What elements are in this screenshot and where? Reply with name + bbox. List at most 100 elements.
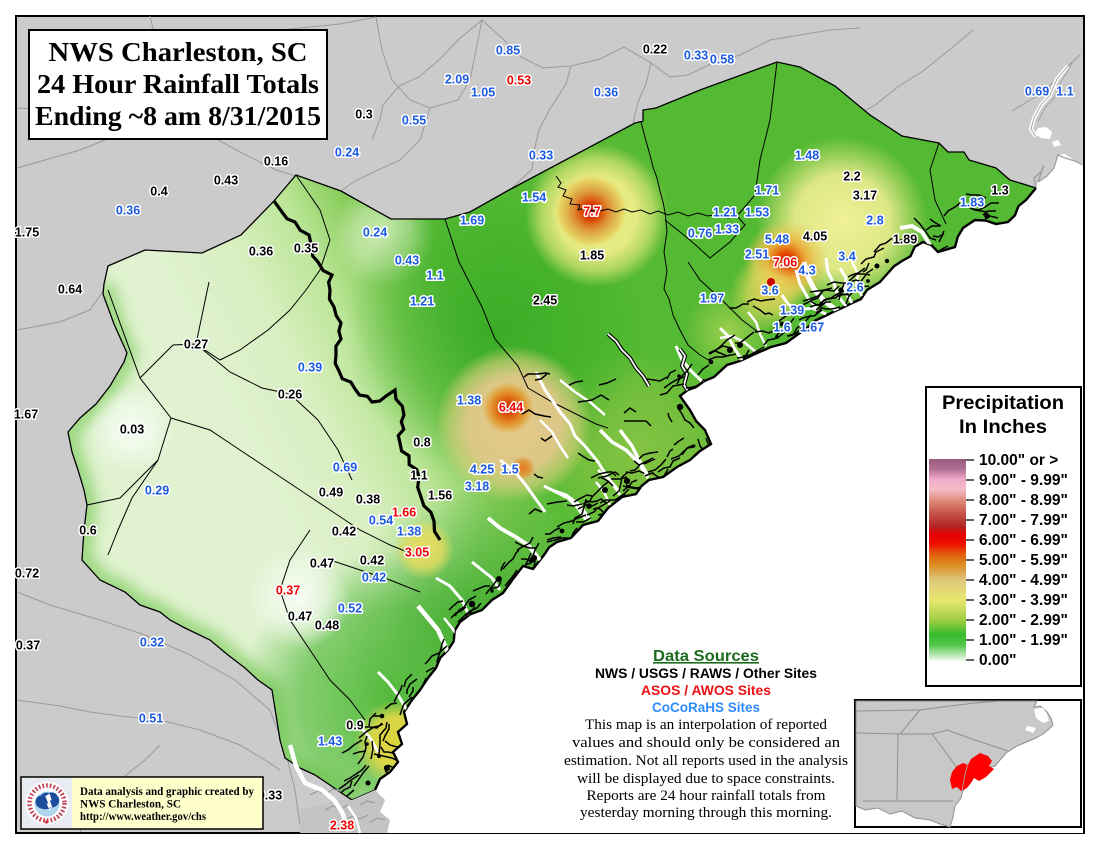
svg-text:0.33: 0.33: [529, 149, 553, 163]
svg-text:2.2: 2.2: [843, 170, 860, 184]
svg-text:0.37: 0.37: [276, 584, 300, 598]
svg-text:4.3: 4.3: [798, 264, 815, 278]
svg-text:0.03: 0.03: [120, 423, 144, 437]
svg-text:1.6: 1.6: [773, 321, 790, 335]
svg-text:0.32: 0.32: [140, 636, 164, 650]
svg-text:10.00" or >: 10.00" or >: [979, 452, 1058, 469]
svg-text:1.97: 1.97: [700, 292, 724, 306]
svg-text:ASOS / AWOS Sites: ASOS / AWOS Sites: [641, 683, 771, 698]
svg-text:0.8: 0.8: [413, 436, 430, 450]
svg-text:0.39: 0.39: [298, 361, 322, 375]
svg-text:estimation. Not all reports us: estimation. Not all reports used in the …: [564, 753, 848, 769]
svg-text:0.9: 0.9: [346, 719, 363, 733]
svg-text:3.17: 3.17: [853, 189, 877, 203]
svg-text:0.69: 0.69: [333, 461, 357, 475]
svg-text:NWS Charleston, SC: NWS Charleston, SC: [80, 797, 181, 811]
svg-text:3.4: 3.4: [838, 250, 855, 264]
svg-text:0.47: 0.47: [288, 610, 312, 624]
svg-text:9.00" - 9.99": 9.00" - 9.99": [979, 472, 1068, 489]
svg-text:1.67: 1.67: [800, 321, 824, 335]
svg-text:3.00" - 3.99": 3.00" - 3.99": [979, 592, 1068, 609]
svg-text:0.35: 0.35: [294, 242, 318, 256]
svg-text:1.53: 1.53: [745, 206, 769, 220]
svg-text:2.51: 2.51: [745, 248, 769, 262]
svg-text:2.45: 2.45: [533, 294, 557, 308]
svg-text:7.7: 7.7: [583, 205, 600, 219]
svg-text:0.55: 0.55: [402, 114, 426, 128]
svg-text:0.85: 0.85: [496, 44, 520, 58]
svg-text:1.75: 1.75: [15, 226, 39, 240]
svg-text:5.48: 5.48: [765, 233, 789, 247]
svg-text:Precipitation: Precipitation: [942, 393, 1064, 414]
svg-text:1.66: 1.66: [392, 506, 416, 520]
svg-text:0.29: 0.29: [145, 484, 169, 498]
svg-text:NWS Charleston, SC: NWS Charleston, SC: [49, 37, 308, 67]
svg-text:This map is an interpolation o: This map is an interpolation of reported: [585, 717, 827, 733]
svg-text:0.48: 0.48: [315, 619, 339, 633]
svg-text:0.3: 0.3: [355, 108, 372, 122]
svg-text:2.00" - 2.99": 2.00" - 2.99": [979, 612, 1068, 629]
svg-text:6.44: 6.44: [499, 401, 523, 415]
svg-text:2.38: 2.38: [330, 819, 354, 833]
svg-text:1.56: 1.56: [428, 489, 452, 503]
svg-text:0.38: 0.38: [356, 493, 380, 507]
svg-text:0.24: 0.24: [363, 226, 387, 240]
svg-text:values and should only be cons: values and should only be considered an: [572, 735, 841, 751]
svg-text:7.00" - 7.99": 7.00" - 7.99": [979, 512, 1068, 529]
svg-text:1.00" - 1.99": 1.00" - 1.99": [979, 632, 1068, 649]
svg-text:0.72: 0.72: [15, 567, 39, 581]
svg-text:0.27: 0.27: [184, 338, 208, 352]
svg-text:0.69: 0.69: [1025, 85, 1049, 99]
svg-text:0.52: 0.52: [338, 602, 362, 616]
svg-text:0.37: 0.37: [16, 639, 40, 653]
svg-text:0.51: 0.51: [139, 712, 163, 726]
svg-text:0.22: 0.22: [643, 43, 667, 57]
svg-text:0.43: 0.43: [395, 254, 419, 268]
svg-text:0.76: 0.76: [688, 227, 712, 241]
svg-text:4.00" - 4.99": 4.00" - 4.99": [979, 572, 1068, 589]
svg-text:4.25: 4.25: [470, 463, 494, 477]
svg-text:Reports are 24 hour rainfall t: Reports are 24 hour rainfall totals from: [587, 788, 826, 804]
svg-text:1.33: 1.33: [715, 223, 739, 237]
svg-text:2.6: 2.6: [846, 281, 863, 295]
svg-text:1.1: 1.1: [410, 469, 427, 483]
svg-text:1.21: 1.21: [713, 206, 737, 220]
svg-text:1.43: 1.43: [318, 735, 342, 749]
svg-text:1.39: 1.39: [780, 304, 804, 318]
svg-text:Data Sources: Data Sources: [653, 648, 759, 665]
svg-text:0.33: 0.33: [684, 49, 708, 63]
svg-text:5.00" - 5.99": 5.00" - 5.99": [979, 552, 1068, 569]
svg-text:0.53: 0.53: [507, 74, 531, 88]
svg-text:In Inches: In Inches: [959, 417, 1047, 438]
svg-text:1.21: 1.21: [410, 295, 434, 309]
svg-text:1.71: 1.71: [755, 184, 779, 198]
svg-text:0.47: 0.47: [310, 557, 334, 571]
svg-text:1.5: 1.5: [501, 463, 518, 477]
svg-text:0.42: 0.42: [332, 525, 356, 539]
svg-text:2.8: 2.8: [866, 214, 883, 228]
svg-text:1.05: 1.05: [471, 86, 495, 100]
svg-text:0.4: 0.4: [150, 185, 167, 199]
svg-text:1.54: 1.54: [522, 191, 546, 205]
svg-text:0.36: 0.36: [116, 204, 140, 218]
svg-text:0.16: 0.16: [264, 155, 288, 169]
svg-text:0.36: 0.36: [249, 245, 273, 259]
svg-text:3.05: 3.05: [405, 546, 429, 560]
svg-text:1.83: 1.83: [960, 196, 984, 210]
svg-text:NWS / USGS / RAWS / Other Site: NWS / USGS / RAWS / Other Sites: [595, 666, 817, 681]
svg-text:Data analysis and graphic crea: Data analysis and graphic created by: [80, 784, 254, 798]
svg-text:8.00" - 8.99": 8.00" - 8.99": [979, 492, 1068, 509]
svg-text:1.38: 1.38: [457, 394, 481, 408]
svg-text:2.09: 2.09: [445, 73, 469, 87]
svg-text:3.6: 3.6: [761, 284, 778, 298]
svg-text:24 Hour Rainfall Totals: 24 Hour Rainfall Totals: [37, 69, 319, 99]
svg-text:0.24: 0.24: [335, 146, 359, 160]
svg-text:0.6: 0.6: [79, 524, 96, 538]
svg-text:6.00" - 6.99": 6.00" - 6.99": [979, 532, 1068, 549]
svg-text:http://www.weather.gov/chs: http://www.weather.gov/chs: [80, 809, 206, 823]
svg-text:0.36: 0.36: [594, 86, 618, 100]
svg-text:0.49: 0.49: [319, 486, 343, 500]
svg-text:3.18: 3.18: [465, 480, 489, 494]
svg-text:1.85: 1.85: [580, 249, 604, 263]
svg-text:0.64: 0.64: [58, 283, 82, 297]
